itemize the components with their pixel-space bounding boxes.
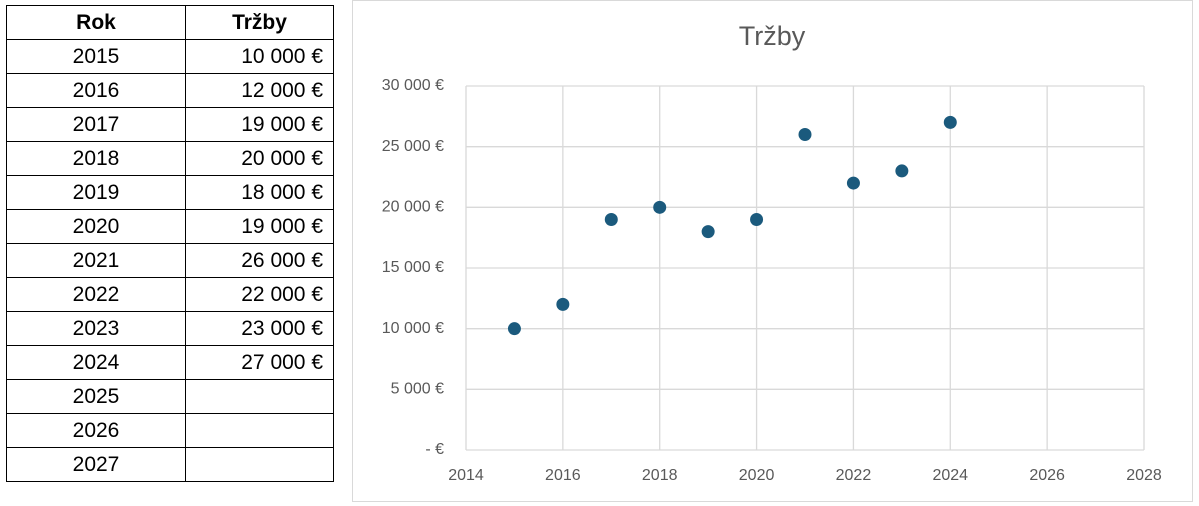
year-cell: 2022 (6, 277, 186, 312)
sales-cell: 27 000 € (185, 345, 334, 380)
x-tick-label: 2024 (932, 467, 968, 484)
x-tick-label: 2026 (1029, 467, 1065, 484)
year-cell: 2015 (6, 39, 186, 74)
sales-cell: 12 000 € (185, 73, 334, 108)
y-tick-label: 15 000 € (382, 259, 444, 276)
point (943, 115, 957, 129)
year-cell: 2018 (6, 141, 186, 176)
point (798, 128, 812, 142)
sales-cell: 22 000 € (185, 277, 334, 312)
point (556, 297, 570, 311)
x-tick-label: 2014 (448, 467, 484, 484)
year-cell: 2021 (6, 243, 186, 278)
point (604, 212, 618, 226)
sales-cell: 26 000 € (185, 243, 334, 278)
point (846, 176, 860, 190)
year-cell: 2017 (6, 107, 186, 142)
table-row: 2023 23 000 € (6, 311, 334, 346)
y-tick-label: 25 000 € (382, 138, 444, 155)
table-row: 2022 22 000 € (6, 277, 334, 312)
table-row: 2015 10 000 € (6, 39, 334, 74)
year-cell: 2025 (6, 379, 186, 414)
year-cell: 2020 (6, 209, 186, 244)
sales-cell: 18 000 € (185, 175, 334, 210)
year-cell: 2023 (6, 311, 186, 346)
x-tick-label: 2020 (739, 467, 775, 484)
table-row: 2027 (6, 447, 334, 482)
sales-cell: 23 000 € (185, 311, 334, 346)
sales-cell: 19 000 € (185, 107, 334, 142)
point (750, 212, 764, 226)
year-cell: 2027 (6, 447, 186, 482)
y-tick-label: 5 000 € (391, 381, 444, 398)
y-tick-label: 30 000 € (382, 77, 444, 94)
x-tick-label: 2018 (642, 467, 678, 484)
y-tick-label: 10 000 € (382, 320, 444, 337)
table-row: 2026 (6, 413, 334, 448)
data-table: Rok Tržby 2015 10 000 €2016 12 000 €2017 19 0… (6, 5, 334, 482)
x-tick-label: 2028 (1126, 467, 1162, 484)
table-row: 2018 20 000 € (6, 141, 334, 176)
sales-cell (185, 413, 334, 448)
year-cell: 2019 (6, 175, 186, 210)
year-cell: 2024 (6, 345, 186, 380)
y-tick-label: 20 000 € (382, 199, 444, 216)
chart: Tržby - € 5 000 € 10 000 € 15 000 € 20 000 €… (352, 0, 1193, 502)
header-cell: Rok (6, 5, 186, 40)
table-row: 2025 (6, 379, 334, 414)
x-tick-label: 2016 (545, 467, 581, 484)
year-cell: 2026 (6, 413, 186, 448)
y-tick-label: - € (425, 441, 444, 458)
table-row: 2020 19 000 € (6, 209, 334, 244)
point (701, 225, 715, 239)
year-cell: 2016 (6, 73, 186, 108)
header-cell: Tržby (185, 5, 334, 40)
table-row: 2024 27 000 € (6, 345, 334, 380)
point (895, 164, 909, 178)
x-tick-label: 2022 (836, 467, 872, 484)
sales-cell: 10 000 € (185, 39, 334, 74)
sales-cell (185, 447, 334, 482)
table-row: 2017 19 000 € (6, 107, 334, 142)
header-row: Rok Tržby (6, 5, 334, 40)
chart-frame (352, 0, 1193, 502)
sales-cell: 19 000 € (185, 209, 334, 244)
point (507, 322, 521, 336)
point (653, 200, 667, 214)
table-row: 2021 26 000 € (6, 243, 334, 278)
sales-cell (185, 379, 334, 414)
table-row: 2016 12 000 € (6, 73, 334, 108)
sales-cell: 20 000 € (185, 141, 334, 176)
table-row: 2019 18 000 € (6, 175, 334, 210)
chart-title: Tržby (739, 21, 806, 51)
